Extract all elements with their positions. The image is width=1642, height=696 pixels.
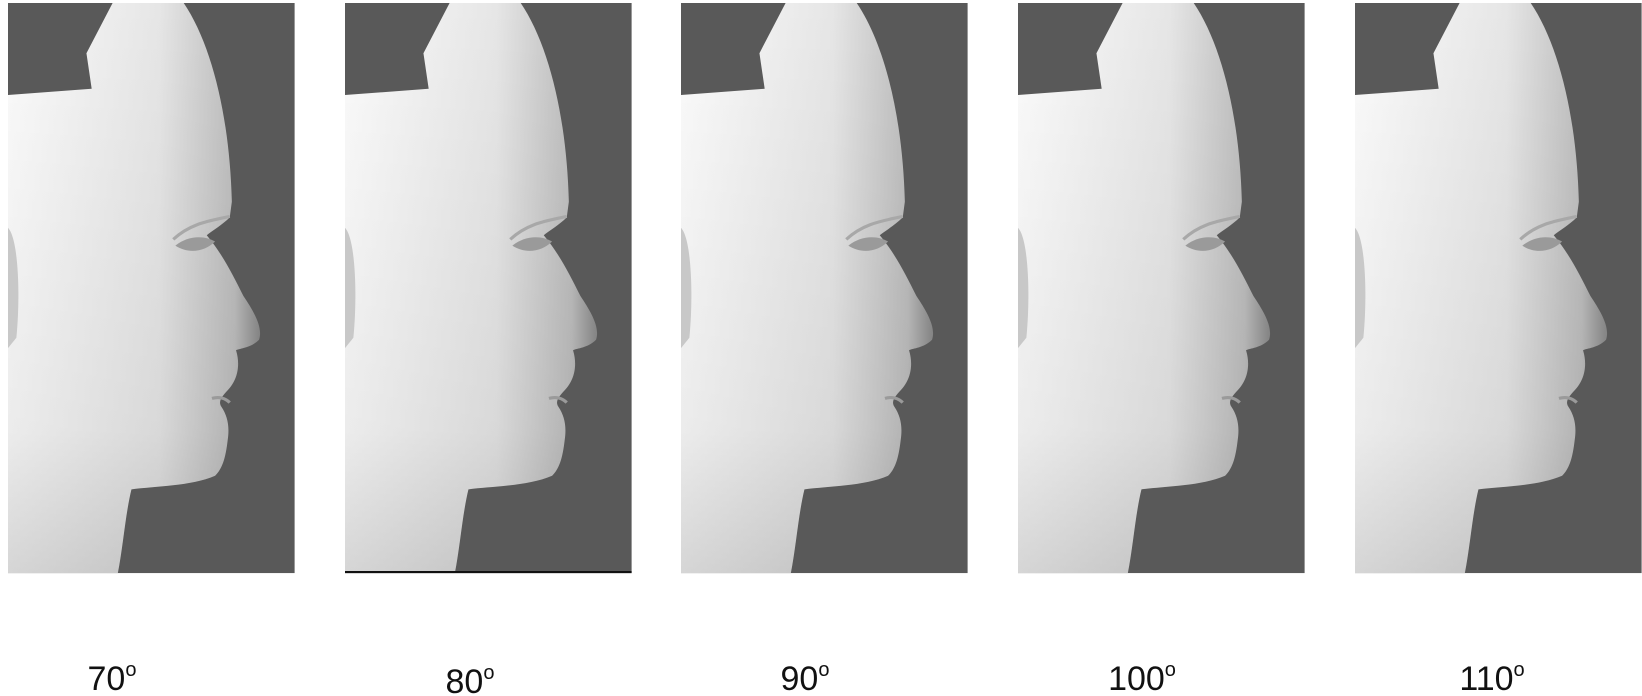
panel-5 xyxy=(1355,3,1642,573)
angle-label: 100o xyxy=(1108,659,1176,696)
angle-label: 90o xyxy=(781,659,830,696)
angle-label: 80o xyxy=(446,662,495,696)
figure: 70o 80o 90o 100o 110o xyxy=(0,0,1642,696)
angle-label: 110o xyxy=(1459,659,1524,696)
panel-1 xyxy=(8,3,295,573)
panel-3 xyxy=(681,3,968,573)
panel-4 xyxy=(1018,3,1305,573)
angle-label: 70o xyxy=(88,659,137,696)
panel-2 xyxy=(345,3,632,573)
